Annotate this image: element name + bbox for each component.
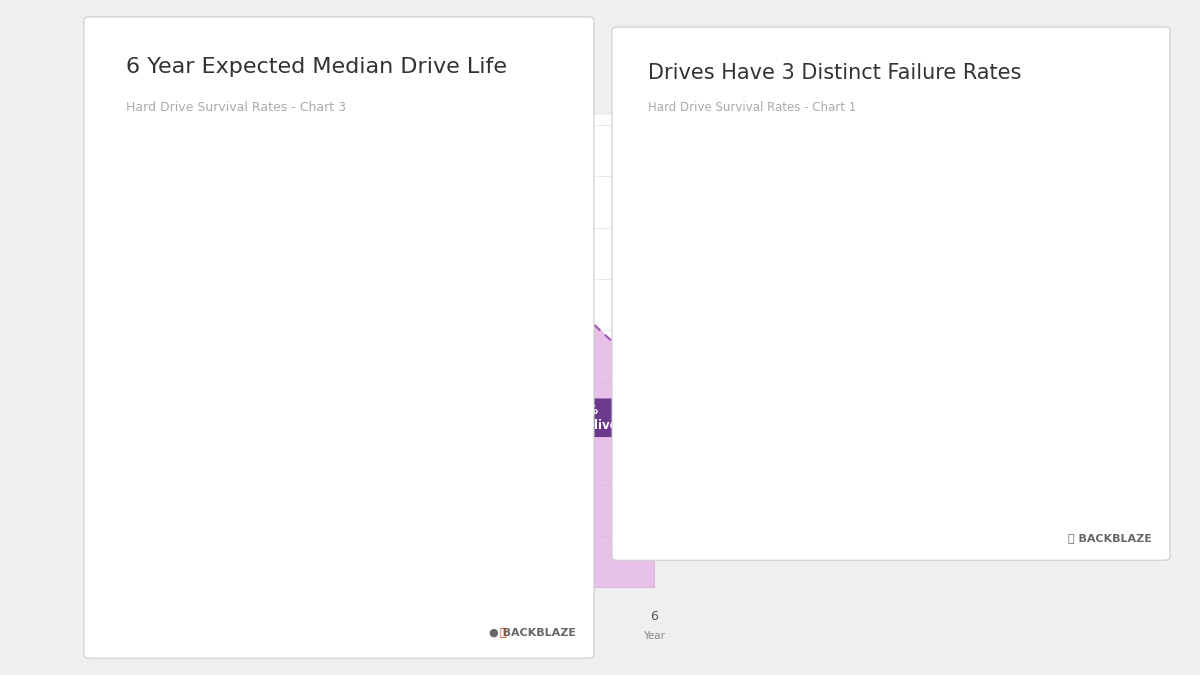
Text: 2: 2 bbox=[932, 483, 940, 495]
Text: Year: Year bbox=[826, 503, 848, 513]
Text: 🔥: 🔥 bbox=[499, 628, 506, 638]
Text: 1.4%
annual failure rate: 1.4% annual failure rate bbox=[890, 211, 982, 233]
Text: Year: Year bbox=[274, 631, 295, 641]
Text: 1: 1 bbox=[280, 610, 288, 623]
Text: Year: Year bbox=[925, 503, 947, 513]
Text: Hard Drive Survival Rates - Chart 1: Hard Drive Survival Rates - Chart 1 bbox=[648, 101, 857, 114]
Text: Year: Year bbox=[1024, 503, 1046, 513]
Text: 5.1%
annual failure rate: 5.1% annual failure rate bbox=[772, 206, 863, 227]
Text: Hard Drive Survival Rates - Chart 3: Hard Drive Survival Rates - Chart 3 bbox=[126, 101, 346, 114]
Text: 11.8%
annual failure rate: 11.8% annual failure rate bbox=[1044, 330, 1135, 352]
Text: 50%
drives live: 50% drives live bbox=[550, 404, 618, 432]
Text: 6 Year Expected Median Drive Life: 6 Year Expected Median Drive Life bbox=[126, 57, 508, 78]
Text: 3: 3 bbox=[1031, 483, 1039, 495]
Text: 4: 4 bbox=[502, 610, 510, 623]
Text: ?: ? bbox=[565, 481, 594, 529]
Text: Drives Have 3 Distinct Failure Rates: Drives Have 3 Distinct Failure Rates bbox=[648, 63, 1021, 83]
Y-axis label: Survival Rate: Survival Rate bbox=[157, 317, 167, 385]
Text: ● BACKBLAZE: ● BACKBLAZE bbox=[490, 628, 576, 638]
Text: Year: Year bbox=[421, 631, 443, 641]
Text: Year: Year bbox=[347, 631, 370, 641]
Text: Year: Year bbox=[494, 631, 517, 641]
Text: 4: 4 bbox=[1130, 483, 1138, 495]
Text: 5: 5 bbox=[576, 610, 584, 623]
Text: Year: Year bbox=[569, 631, 590, 641]
Text: 6: 6 bbox=[650, 610, 658, 623]
Text: Year: Year bbox=[1123, 503, 1145, 513]
Text: Year: Year bbox=[643, 631, 665, 641]
Y-axis label: Survival Rate: Survival Rate bbox=[685, 256, 695, 325]
Text: 2: 2 bbox=[354, 610, 362, 623]
Text: 🔥 BACKBLAZE: 🔥 BACKBLAZE bbox=[1068, 533, 1152, 543]
Text: 3: 3 bbox=[428, 610, 436, 623]
Text: 1: 1 bbox=[833, 483, 841, 495]
